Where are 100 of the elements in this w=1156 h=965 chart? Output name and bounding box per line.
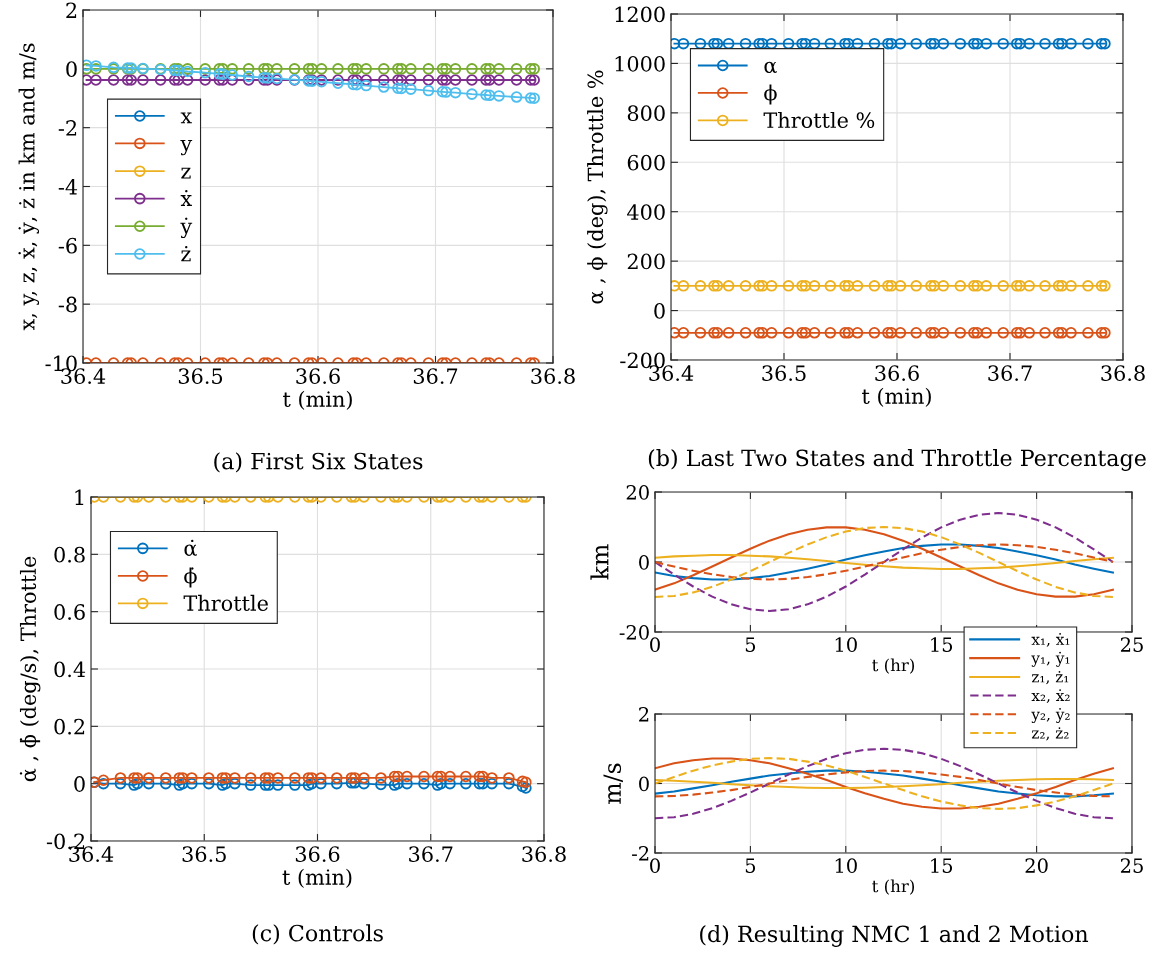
point xyxy=(217,74,229,86)
point xyxy=(226,69,238,81)
y-tick-label: 600 xyxy=(627,154,665,171)
legend-label: y xyxy=(180,139,193,156)
point xyxy=(332,63,344,75)
point xyxy=(229,772,241,784)
point xyxy=(392,63,404,75)
point xyxy=(997,327,1009,339)
point xyxy=(937,280,950,292)
point xyxy=(392,770,404,783)
point xyxy=(401,770,413,783)
point xyxy=(142,777,155,790)
point xyxy=(213,68,226,80)
point xyxy=(782,327,795,339)
point xyxy=(882,327,894,339)
point xyxy=(405,63,417,75)
point xyxy=(392,777,404,790)
point xyxy=(1065,327,1077,339)
point xyxy=(480,89,492,101)
point xyxy=(510,91,523,103)
point xyxy=(422,74,435,86)
line-series xyxy=(655,757,1114,810)
legend-label: ż xyxy=(181,245,191,262)
x-axis-title: t (min) xyxy=(283,390,352,410)
x-tick-label: 36.7 xyxy=(409,846,453,862)
x-tick-label: 20 xyxy=(1025,858,1048,873)
point xyxy=(708,280,720,292)
legend-label: z₂, ż₂ xyxy=(1031,727,1069,741)
x-tick-label: 36.7 xyxy=(988,365,1032,381)
point xyxy=(242,63,255,75)
point xyxy=(910,280,922,292)
point xyxy=(401,777,413,790)
point xyxy=(1099,327,1111,339)
legend-label: z₁, ż₁ xyxy=(1031,671,1069,685)
point xyxy=(851,327,864,339)
point xyxy=(528,92,540,105)
point xyxy=(753,280,765,292)
point xyxy=(796,327,808,339)
y-tick-label: 1200 xyxy=(615,6,665,23)
text: (a) First Six States xyxy=(214,452,423,473)
point xyxy=(435,770,447,783)
point xyxy=(226,74,238,86)
point xyxy=(125,74,137,86)
x-tick-label: 36.7 xyxy=(413,368,458,384)
y-tick-label: 800 xyxy=(627,105,665,122)
point xyxy=(722,327,735,339)
point xyxy=(436,86,449,98)
x-tick-label: 15 xyxy=(931,858,953,873)
point xyxy=(422,63,435,75)
point xyxy=(1023,280,1035,292)
point xyxy=(114,777,127,790)
point xyxy=(351,74,363,86)
point xyxy=(83,63,93,75)
point xyxy=(217,63,229,75)
point xyxy=(302,772,315,784)
legend-label: x₁, ẋ₁ xyxy=(1031,633,1070,647)
x-tick-label: 25 xyxy=(1120,637,1143,652)
point xyxy=(306,772,318,784)
point xyxy=(839,280,851,292)
point xyxy=(137,74,149,86)
point xyxy=(711,327,724,339)
point xyxy=(168,74,181,86)
point xyxy=(97,774,110,786)
point xyxy=(226,63,238,75)
point xyxy=(477,777,489,790)
point xyxy=(261,63,274,75)
point xyxy=(375,772,387,784)
point xyxy=(954,280,967,292)
point xyxy=(172,74,184,86)
point xyxy=(186,777,198,790)
point xyxy=(520,782,532,794)
point xyxy=(1039,280,1051,292)
point xyxy=(516,775,529,788)
point xyxy=(347,74,360,86)
point xyxy=(392,74,404,86)
point xyxy=(431,770,444,783)
point xyxy=(466,88,478,100)
point xyxy=(216,779,229,791)
x-tick-label: 36.6 xyxy=(295,846,340,862)
x-tick-label: 36.6 xyxy=(875,365,919,381)
point xyxy=(436,74,449,86)
point xyxy=(263,779,275,791)
point xyxy=(510,74,523,86)
y-axis-title: α̇ , ϕ̇ (deg/s), Throttle xyxy=(19,556,41,782)
point xyxy=(483,74,496,86)
point xyxy=(83,74,93,86)
point xyxy=(1065,280,1077,292)
point xyxy=(306,777,318,790)
point xyxy=(839,327,851,339)
point xyxy=(493,63,505,75)
point xyxy=(1052,327,1065,339)
point xyxy=(885,280,898,292)
point xyxy=(351,78,363,91)
point xyxy=(711,280,724,292)
point xyxy=(868,327,881,339)
point xyxy=(677,37,690,50)
x-tick-label: 36.8 xyxy=(1101,365,1145,381)
point xyxy=(1023,37,1035,50)
y-tick-label: 0.2 xyxy=(54,718,85,735)
point xyxy=(824,327,837,339)
